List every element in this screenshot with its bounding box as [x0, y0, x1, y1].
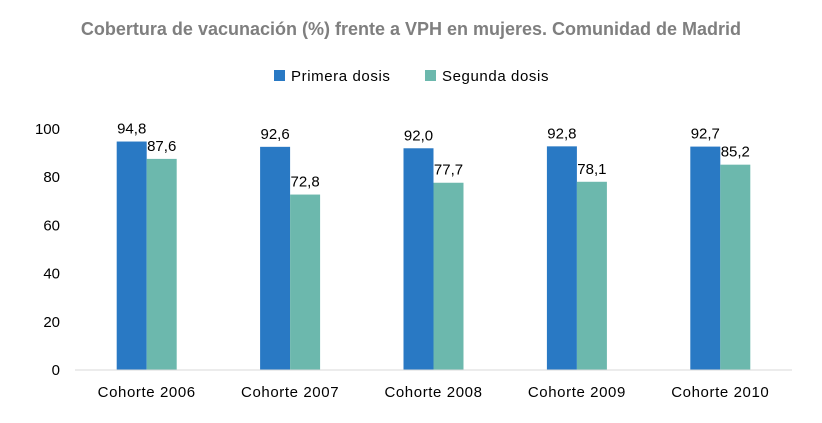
y-axis: 0 20 40 60 80 100: [35, 121, 60, 379]
data-label-primera-4: 92,8: [547, 125, 576, 142]
x-tick-label-4: Cohorte 2009: [528, 384, 626, 401]
legend-swatch-primera-dosis: [274, 70, 285, 81]
y-tick-label-20: 20: [43, 314, 60, 331]
legend-swatch-segunda-dosis: [425, 70, 436, 81]
y-tick-label-100: 100: [35, 121, 60, 138]
legend-label-primera-dosis: Primera dosis: [291, 68, 391, 85]
bar-primera-3: [403, 148, 434, 370]
bar-segunda-4: [576, 181, 607, 370]
data-label-segunda-4: 78,1: [577, 161, 606, 178]
x-tick-label-1: Cohorte 2006: [98, 384, 196, 401]
bar-segunda-1: [146, 158, 177, 370]
y-tick-label-60: 60: [43, 217, 60, 234]
data-label-primera-5: 92,7: [691, 126, 720, 143]
bar-primera-1: [116, 141, 147, 370]
bar-primera-5: [690, 146, 721, 370]
bar-segunda-5: [720, 164, 751, 370]
y-tick-label-40: 40: [43, 266, 60, 283]
data-labels: 94,887,6 92,6 72,8 92,0 77,7 92,8 78,1 92,785,2: [117, 121, 750, 191]
data-label-primera-2: 92,6: [260, 126, 289, 143]
x-axis: Cohorte 2006 Cohorte 2007 Cohorte 2008 Coho…: [98, 384, 769, 401]
x-tick-label-3: Cohorte 2008: [384, 384, 482, 401]
data-label-primera-3: 92,0: [404, 127, 433, 144]
bars: [116, 141, 751, 370]
legend-label-segunda-dosis: Segunda dosis: [442, 68, 549, 85]
data-label-segunda-3: 77,7: [434, 162, 463, 179]
bar-primera-2: [260, 146, 291, 370]
legend: Primera dosis Segunda dosis: [274, 68, 549, 85]
data-label-primera-1: 94,8: [117, 121, 146, 138]
bar-primera-4: [546, 146, 577, 370]
x-tick-label-2: Cohorte 2007: [241, 384, 339, 401]
bar-segunda-2: [290, 194, 321, 370]
x-tick-label-5: Cohorte 2010: [671, 384, 769, 401]
data-label-segunda-2: 72,8: [290, 174, 319, 191]
chart-title: Cobertura de vacunación (%) frente a VPH…: [81, 19, 741, 39]
bar-segunda-3: [433, 182, 464, 370]
data-label-segunda-5: 85,2: [721, 144, 750, 161]
y-tick-label-80: 80: [43, 169, 60, 186]
data-label-segunda-1: 87,6: [147, 138, 176, 155]
y-tick-label-0: 0: [52, 362, 60, 379]
